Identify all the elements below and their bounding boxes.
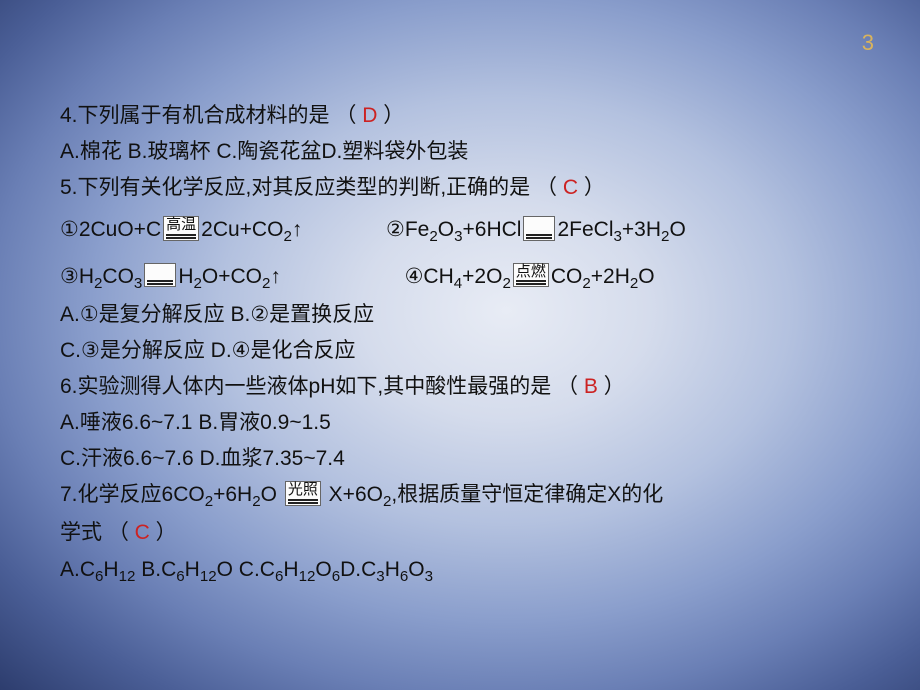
q4-answer: D <box>362 104 377 127</box>
q6-options-b: C.汗液6.6~7.6 D.血浆7.35~7.4 <box>60 441 860 477</box>
q6-options-a: A.唾液6.6~7.1 B.胃液0.9~1.5 <box>60 405 860 441</box>
q7-stem-line2: 学式 （ C ） <box>60 515 860 551</box>
q5-options-a: A.①是复分解反应 B.②是置换反应 <box>60 297 860 333</box>
q7-answer: C <box>135 521 150 544</box>
q4-options: A.棉花 B.玻璃杯 C.陶瓷花盆D.塑料袋外包装 <box>60 134 860 170</box>
q7-options: A.C6H12 B.C6H12O C.C6H12O6D.C3H6O3 <box>60 552 860 590</box>
slide-content: 4.下列属于有机合成材料的是 （ D ） A.棉花 B.玻璃杯 C.陶瓷花盆D.… <box>60 98 860 590</box>
q6-stem: 6.实验测得人体内一些液体pH如下,其中酸性最强的是 （ B ） <box>60 369 860 405</box>
q5-stem: 5.下列有关化学反应,对其反应类型的判断,正确的是 （ C ） <box>60 170 860 206</box>
q5-eq-row1: ①2CuO+C高温2Cu+CO2↑ ②Fe2O3+6HCl 2FeCl3+3H2… <box>60 212 860 250</box>
q7-stem-line1: 7.化学反应6CO2+6H2O 光照 X+6O2,根据质量守恒定律确定X的化 <box>60 477 860 515</box>
reaction-arrow-icon <box>144 263 176 288</box>
q5-answer: C <box>563 176 578 199</box>
reaction-arrow-icon <box>523 216 555 241</box>
q6-answer: B <box>584 375 598 398</box>
page-number: 3 <box>862 30 874 56</box>
q5-options-b: C.③是分解反应 D.④是化合反应 <box>60 333 860 369</box>
q5-eq-row2: ③H2CO3 H2O+CO2↑ ④CH4+2O2点燃CO2+2H2O <box>60 259 860 297</box>
reaction-arrow-icon: 点燃 <box>513 263 549 288</box>
reaction-arrow-icon: 高温 <box>163 216 199 241</box>
reaction-arrow-icon: 光照 <box>285 481 321 506</box>
q4-stem: 4.下列属于有机合成材料的是 （ D ） <box>60 98 860 134</box>
